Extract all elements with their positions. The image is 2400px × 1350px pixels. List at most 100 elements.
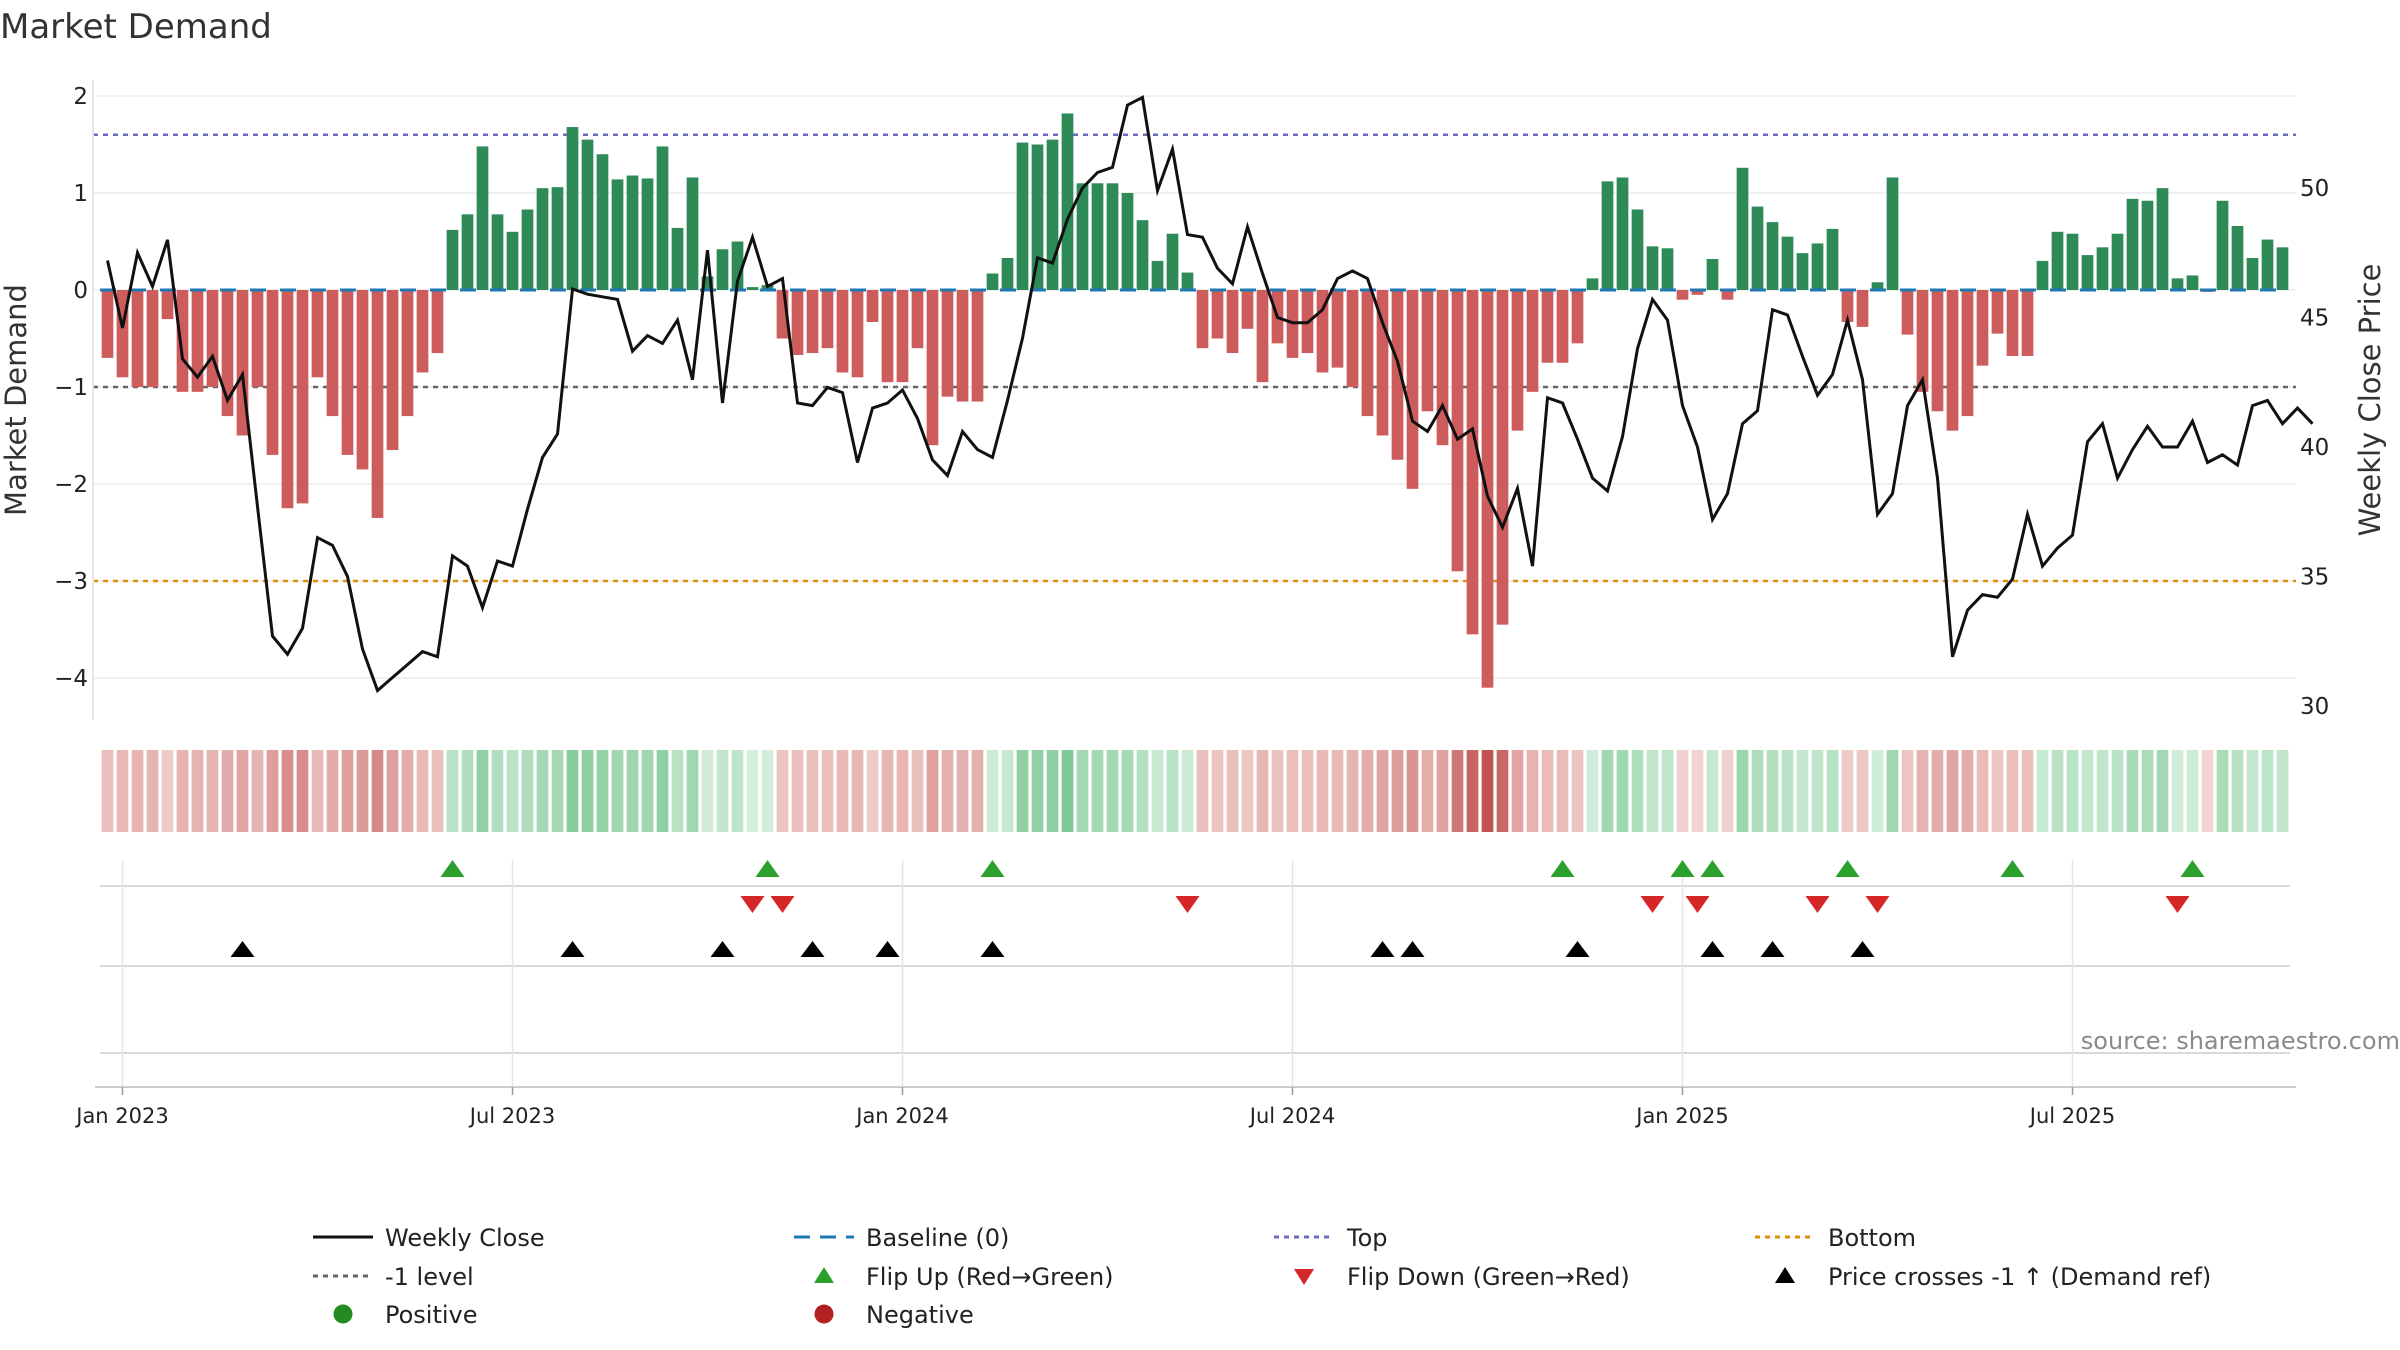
date-gridlines (121, 860, 2074, 1087)
demand-bar (596, 154, 609, 290)
demand-bar (911, 290, 924, 349)
demand-bar (1706, 258, 1719, 290)
demand-bar (2111, 233, 2124, 290)
demand-bar (1646, 246, 1659, 290)
demand-bar (686, 177, 699, 290)
price-cross-marker (1700, 941, 1725, 957)
strip-cell (1766, 750, 1779, 832)
demand-bar (806, 290, 819, 354)
strip-cell (1271, 750, 1284, 832)
legend-baseline: Baseline (0) (866, 1224, 1009, 1252)
price-cross-markers (230, 941, 1875, 957)
demand-bar (1496, 290, 1509, 625)
strip-cell (1736, 750, 1749, 832)
demand-bar (521, 209, 534, 290)
strip-cell (1061, 750, 1074, 832)
strip-cell (1946, 750, 1959, 832)
demand-bar (386, 290, 399, 451)
demand-bar (1436, 290, 1449, 446)
strip-cell (1211, 750, 1224, 832)
strip-cell (176, 750, 189, 832)
demand-bar (146, 290, 159, 387)
x-tick-label: Jan 2023 (74, 1104, 169, 1128)
strip-cell (1511, 750, 1524, 832)
flip-up-marker (2180, 860, 2205, 877)
demand-bar (821, 290, 834, 349)
strip-cell (161, 750, 174, 832)
strip-cell (1991, 750, 2004, 832)
strip-cell (1301, 750, 1314, 832)
demand-bar (1526, 290, 1539, 392)
flip-down-marker (1685, 896, 1710, 913)
x-tick-label: Jul 2025 (2028, 1104, 2115, 1128)
x-tick-label: Jan 2025 (1634, 1104, 1729, 1128)
demand-bar (536, 188, 549, 290)
left-tick-label: −4 (54, 666, 88, 692)
strip-cell (2066, 750, 2079, 832)
demand-bar (1781, 236, 1794, 290)
demand-bar (1886, 177, 1899, 290)
price-cross-marker (800, 941, 825, 957)
strip-cell (1691, 750, 1704, 832)
strip-cell (1046, 750, 1059, 832)
demand-bar (2231, 225, 2244, 290)
strip-cell (2096, 750, 2109, 832)
strip-cell (2261, 750, 2274, 832)
left-tick-label: 2 (73, 84, 88, 110)
demand-bar (956, 290, 969, 402)
demand-bar (2261, 239, 2274, 290)
demand-bar (971, 290, 984, 402)
price-cross-marker (1370, 941, 1395, 957)
demand-bar (1751, 206, 1764, 290)
strip-cell (236, 750, 249, 832)
flip-down-marker (740, 896, 765, 913)
demand-bar (1721, 290, 1734, 300)
strip-cell (1121, 750, 1134, 832)
demand-bar (1121, 193, 1134, 290)
demand-bar (2246, 257, 2259, 290)
demand-bar (491, 214, 504, 290)
legend-flip-down: Flip Down (Green→Red) (1347, 1263, 1630, 1291)
demand-bar (161, 290, 174, 320)
strip-cell (1181, 750, 1194, 832)
x-tick-label: Jan 2024 (854, 1104, 949, 1128)
strip-cell (701, 750, 714, 832)
demand-bar (1151, 260, 1164, 290)
strip-cell (1316, 750, 1329, 832)
legend-flip-up: Flip Up (Red→Green) (866, 1263, 1114, 1291)
demand-bar (2156, 188, 2169, 290)
demand-bars (101, 113, 2289, 688)
demand-bar (476, 146, 489, 290)
chart-title: Market Demand (0, 7, 272, 47)
strip-cell (2186, 750, 2199, 832)
legend-flip-down-marker (1294, 1269, 1314, 1285)
flip-down-markers (740, 896, 2190, 913)
strip-cell (686, 750, 699, 832)
demand-bar (1571, 290, 1584, 344)
demand-bar (2171, 278, 2184, 290)
left-tick-label: 0 (73, 278, 88, 304)
legend-bottom: Bottom (1828, 1224, 1916, 1252)
demand-bar (941, 290, 954, 397)
strip-cell (506, 750, 519, 832)
price-cross-marker (980, 941, 1005, 957)
strip-cell (851, 750, 864, 832)
flip-up-marker (1835, 860, 1860, 877)
demand-bar (1001, 257, 1014, 290)
strip-cell (881, 750, 894, 832)
strip-cell (2156, 750, 2169, 832)
demand-bar (1631, 209, 1644, 290)
strip-cell (941, 750, 954, 832)
demand-bar (1046, 139, 1059, 290)
demand-bar (1586, 278, 1599, 290)
demand-bar (986, 273, 999, 290)
strip-cell (1196, 750, 1209, 832)
legend-flip-up-marker (814, 1267, 834, 1283)
strip-cell (1391, 750, 1404, 832)
strip-cell (101, 750, 114, 832)
price-cross-marker (710, 941, 735, 957)
demand-bar (296, 290, 309, 504)
price-cross-marker (1850, 941, 1875, 957)
demand-bar (251, 290, 264, 387)
demand-bar (1811, 243, 1824, 290)
